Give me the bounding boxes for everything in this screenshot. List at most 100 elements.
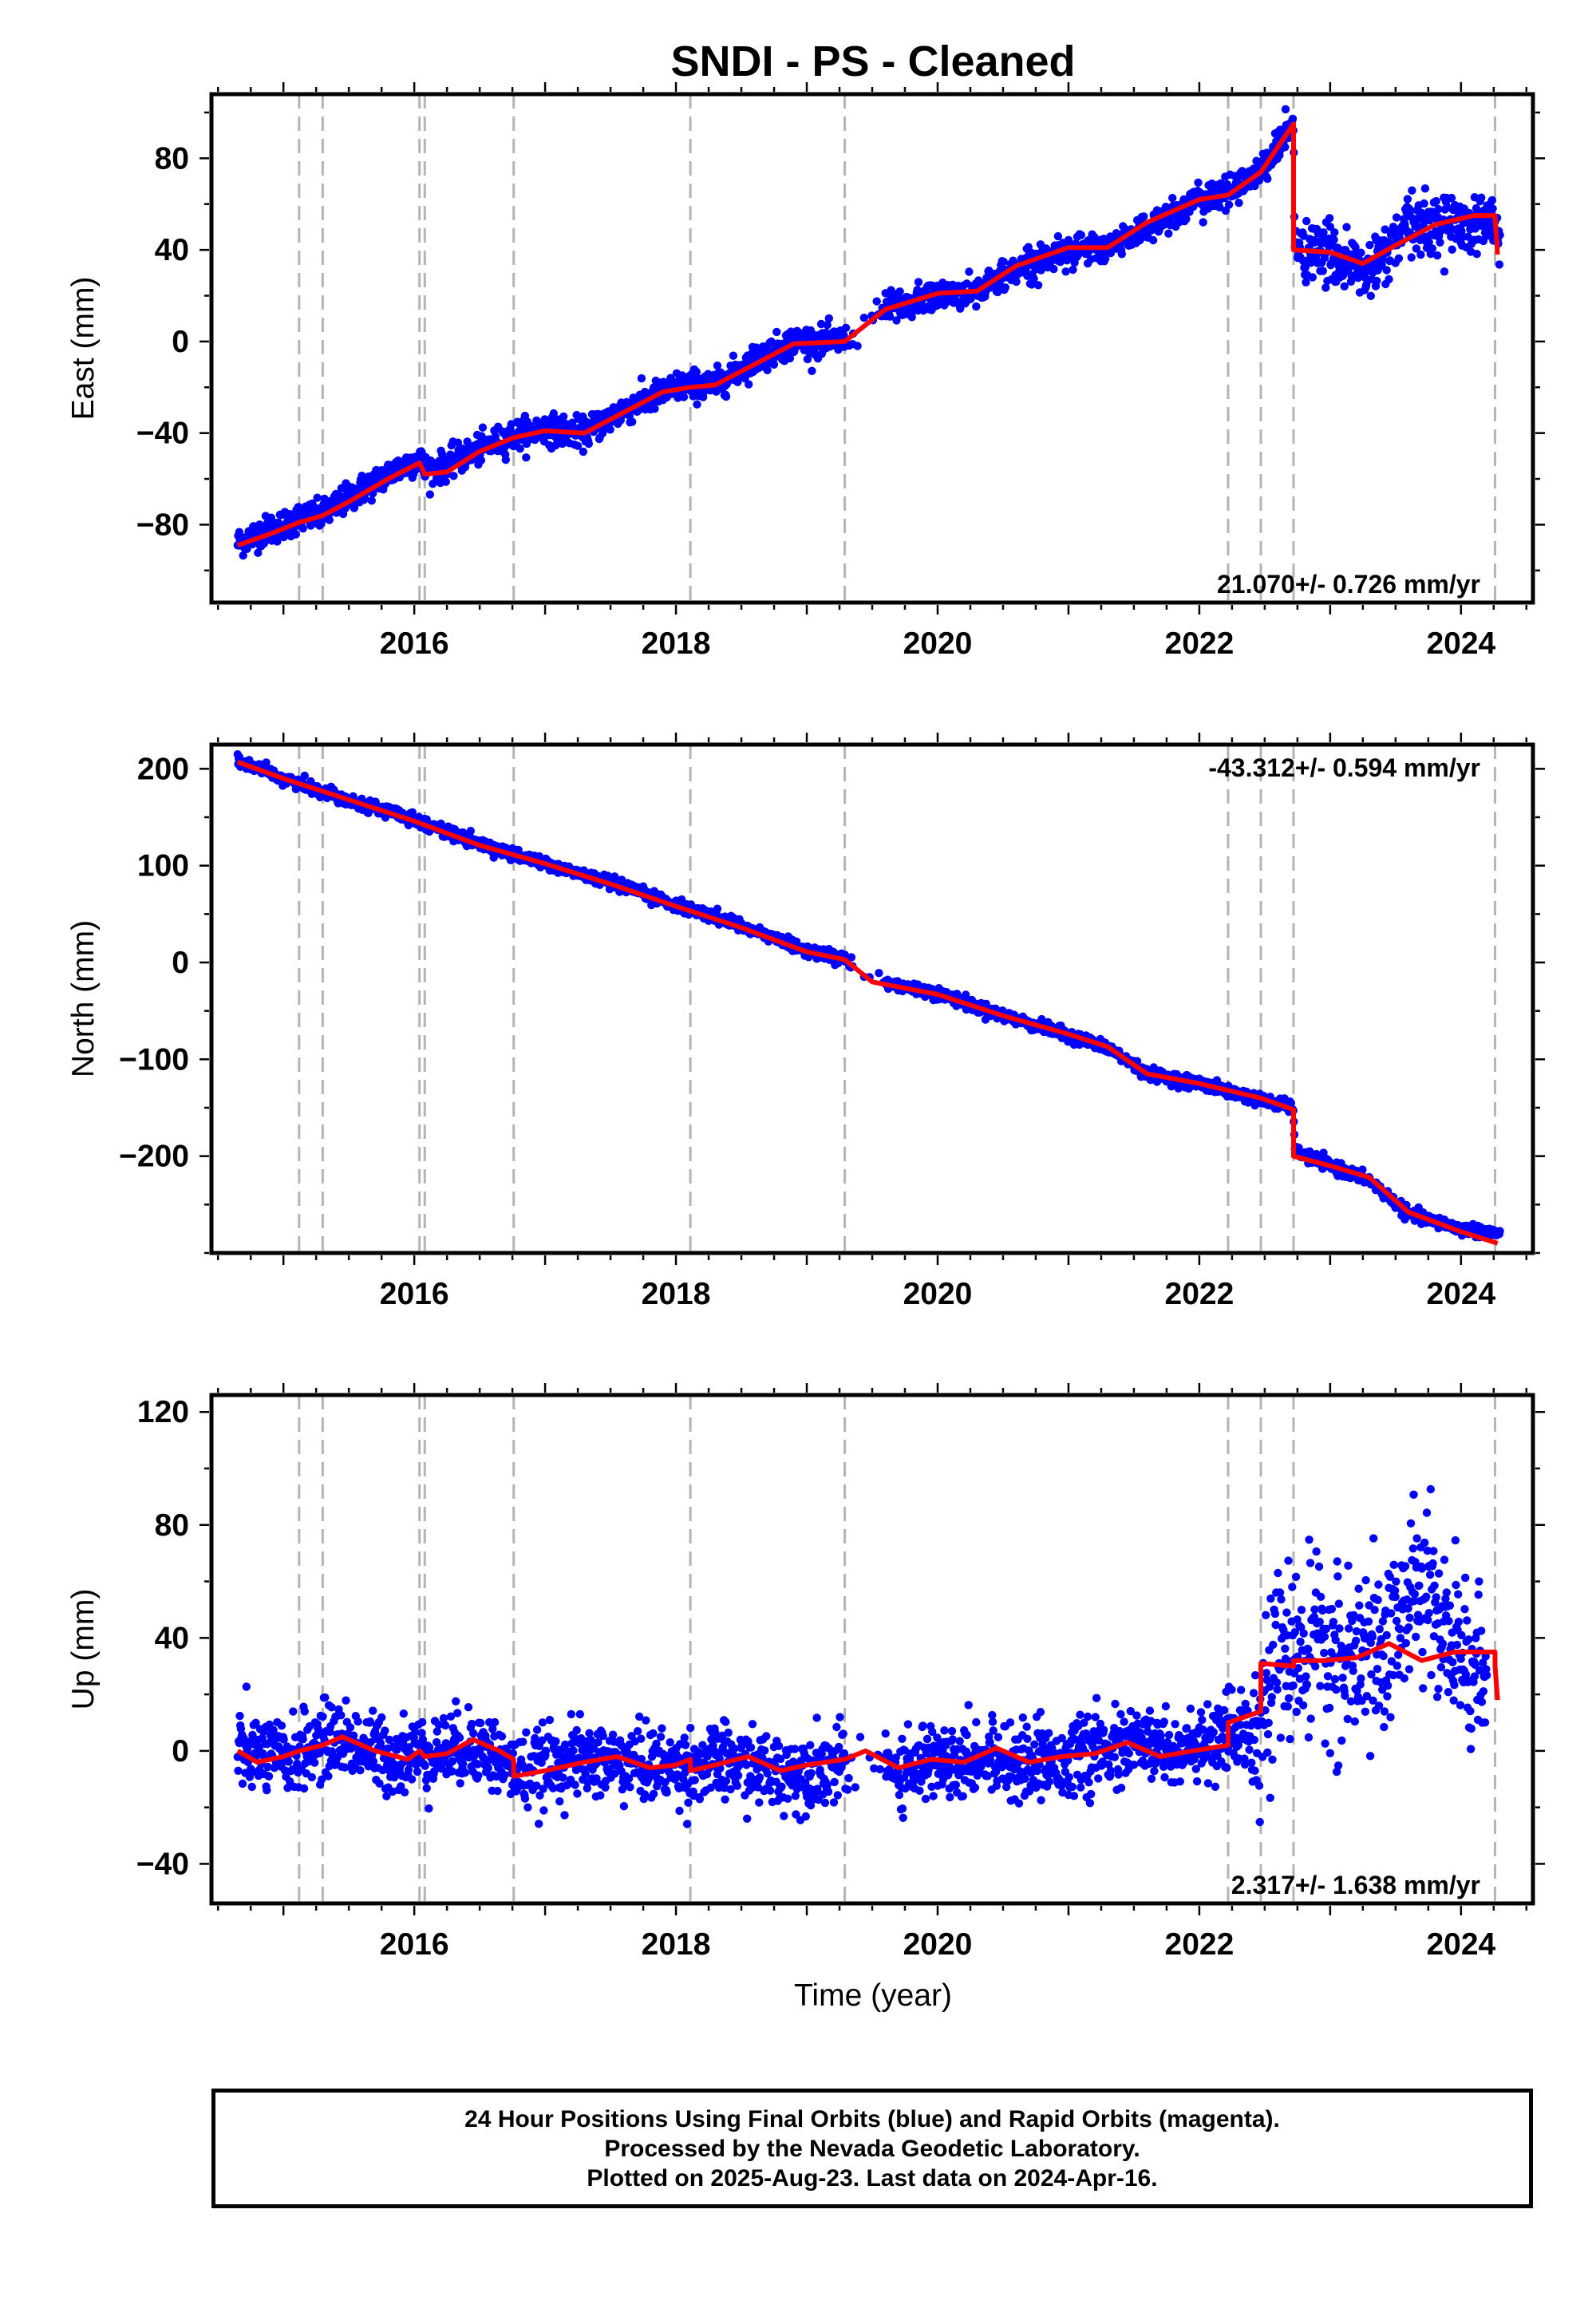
data-point [476,456,486,464]
data-point [280,1766,290,1775]
data-point [1366,291,1376,300]
data-point [1495,1227,1504,1235]
data-point [313,493,322,502]
x-tick-label: 2016 [380,626,449,661]
data-point [425,490,434,499]
data-point [358,472,366,480]
data-point [1428,244,1437,253]
x-tick-label: 2018 [642,1277,711,1311]
data-point [300,771,309,781]
data-point [559,412,568,421]
data-point [324,1772,333,1780]
data-point [721,392,731,401]
data-point [279,1735,288,1744]
y-tick-label: 200 [137,752,189,786]
data-point [1412,244,1421,253]
data-point [1037,266,1045,275]
x-tick-label: 2024 [1426,1277,1495,1311]
data-point [1069,265,1077,275]
velocity-label: -43.312+/- 0.594 mm/yr [1208,753,1480,782]
data-point [1479,236,1488,246]
data-point [1182,215,1191,223]
scatter-points [233,105,1504,560]
data-point [251,1718,260,1727]
data-point [679,393,689,401]
data-point [1235,199,1243,207]
x-tick-label: 2024 [1426,626,1495,661]
data-point [745,380,753,389]
y-tick-label: 0 [172,946,189,980]
chart-title: SNDI - PS - Cleaned [670,38,1075,85]
x-tick-label: 2016 [380,1277,449,1311]
data-point [254,548,263,557]
data-point [1106,248,1116,258]
data-point [1342,223,1351,231]
data-point [441,477,450,486]
data-point [895,287,904,296]
data-point [365,1717,374,1726]
data-point [637,373,646,383]
data-point [369,1706,377,1715]
data-point [1001,283,1010,292]
data-point [1318,267,1328,275]
data-point [516,444,524,453]
y-tick-label: −100 [119,1042,189,1077]
data-point [1033,281,1043,290]
data-point [1495,260,1504,269]
data-point [847,953,856,962]
data-point [853,342,862,350]
data-point [300,1707,309,1716]
data-point [1362,280,1371,290]
data-point [914,278,923,287]
data-point [606,425,614,434]
data-point [1302,216,1311,226]
data-point [1325,214,1334,223]
data-point [872,297,881,306]
data-point [1288,114,1298,123]
data-point [650,405,659,413]
data-point [1164,229,1173,238]
data-point [1281,105,1290,114]
data-point [1199,218,1207,227]
data-point [437,449,447,459]
data-point [501,455,510,464]
data-point [1215,203,1224,211]
data-point [277,1721,286,1730]
data-point [522,453,531,462]
data-point [1357,248,1365,257]
data-point [522,439,531,449]
data-point [772,327,781,337]
y-tick-label: −200 [119,1140,189,1174]
data-point [1487,196,1497,205]
data-point [763,366,772,374]
data-point [628,417,637,426]
data-point [999,257,1008,267]
data-point [713,904,722,913]
data-point [579,447,588,456]
data-point [453,438,463,447]
data-point [449,472,458,480]
data-point [1420,184,1430,193]
data-point [337,1711,346,1720]
data-point [234,1766,243,1775]
x-tick-label: 2018 [642,626,711,661]
y-tick-label: 0 [172,325,189,359]
data-point [823,321,832,330]
data-point [859,314,869,322]
data-point [235,1711,244,1721]
data-point [346,1723,355,1732]
data-point [1434,204,1443,214]
data-point [907,313,916,322]
data-point [965,267,974,276]
data-point [1319,228,1328,237]
data-point [1358,1165,1367,1174]
data-point [238,1779,247,1788]
data-point [994,287,1002,297]
x-tick-label: 2020 [903,626,973,661]
data-point [1477,193,1486,202]
data-point [283,1784,292,1792]
data-point [956,304,965,313]
data-point [1194,178,1203,187]
